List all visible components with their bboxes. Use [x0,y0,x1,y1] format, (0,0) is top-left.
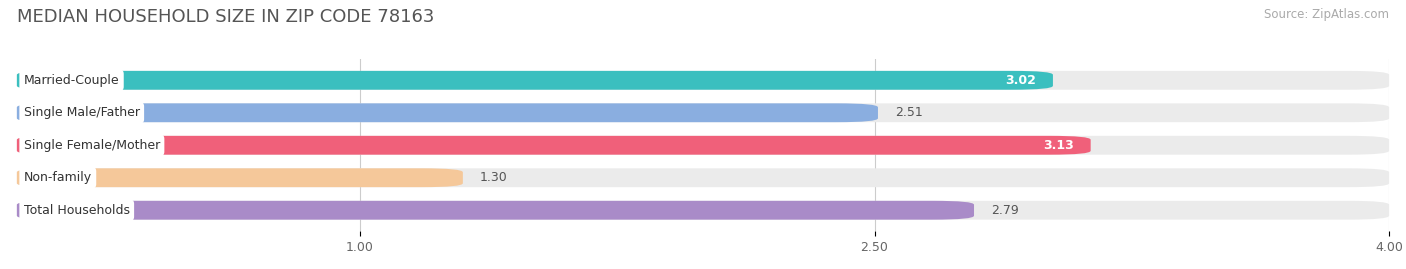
FancyBboxPatch shape [17,103,1389,122]
Text: MEDIAN HOUSEHOLD SIZE IN ZIP CODE 78163: MEDIAN HOUSEHOLD SIZE IN ZIP CODE 78163 [17,8,434,26]
Text: 3.13: 3.13 [1043,139,1074,152]
Text: Non-family: Non-family [24,171,91,184]
Text: Single Male/Father: Single Male/Father [24,106,139,119]
FancyBboxPatch shape [17,136,1091,155]
FancyBboxPatch shape [17,71,1389,90]
FancyBboxPatch shape [17,103,877,122]
Text: Total Households: Total Households [24,204,129,217]
Text: 3.02: 3.02 [1005,74,1036,87]
Text: 2.79: 2.79 [991,204,1019,217]
FancyBboxPatch shape [17,168,463,187]
Text: Single Female/Mother: Single Female/Mother [24,139,160,152]
FancyBboxPatch shape [17,201,974,220]
FancyBboxPatch shape [17,201,1389,220]
FancyBboxPatch shape [17,136,1389,155]
Text: 1.30: 1.30 [479,171,508,184]
FancyBboxPatch shape [17,168,1389,187]
Text: 2.51: 2.51 [896,106,922,119]
FancyBboxPatch shape [17,71,1053,90]
Text: Married-Couple: Married-Couple [24,74,120,87]
Text: Source: ZipAtlas.com: Source: ZipAtlas.com [1264,8,1389,21]
